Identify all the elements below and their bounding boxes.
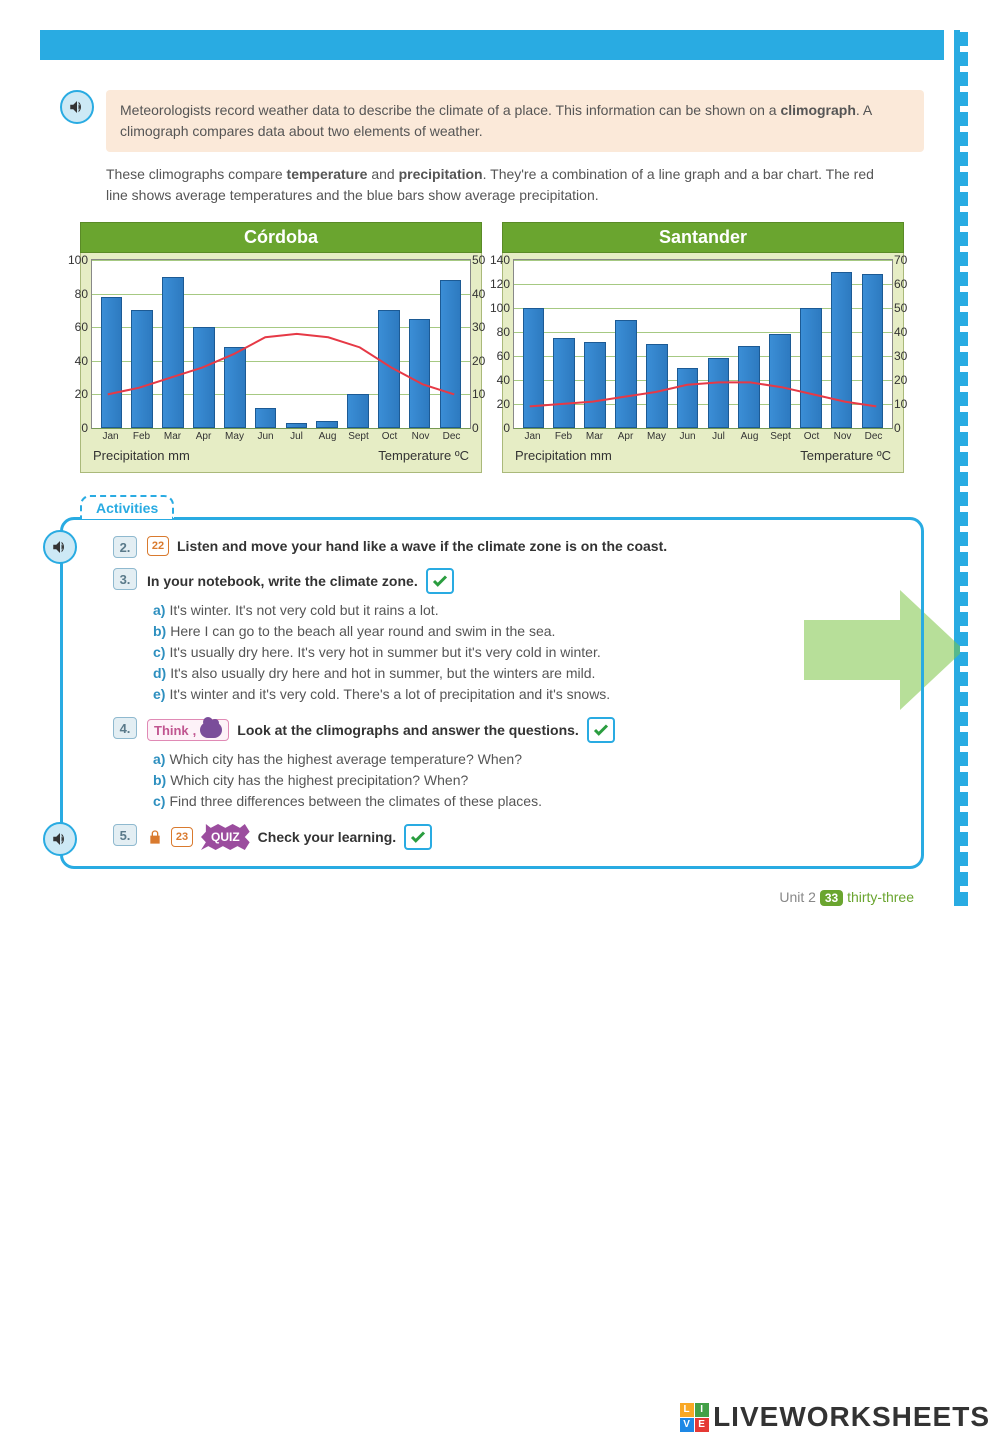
q3-c: c)It's usually dry here. It's very hot i… [153,644,901,660]
check-icon [409,828,427,846]
activity-2: 2. 22 Listen and move your hand like a w… [113,536,901,558]
footer-page: 33 [820,890,843,906]
xlabels-cordoba: JanFebMarAprMayJunJulAugSeptOctNovDec [91,429,471,442]
intro-box: Meteorologists record weather data to de… [106,90,924,152]
activity-4: 4. Think , Look at the climographs and a… [113,717,901,814]
q4-a-text: Which city has the highest average tempe… [169,751,522,767]
q5-heading: 23 QUIZ Check your learning. [147,824,901,850]
plot-santander: 020406080100120140010203040506070 [513,259,893,429]
watermark-logo-icon: LI VE [680,1403,709,1432]
p2-b1: temperature [287,166,368,182]
activity-5: 5. 23 QUIZ Check your learning. [113,824,901,850]
activity-3: 3. In your notebook, write the climate z… [113,568,901,707]
speaker-icon [68,98,86,116]
audio-button-q5[interactable] [43,822,77,856]
q4-a: a)Which city has the highest average tem… [153,751,901,767]
watermark: LI VE LIVEWORKSHEETS [680,1401,990,1433]
temp-label: Temperature ºC [378,448,469,463]
q3-a-text: It's winter. It's not very cold but it r… [169,602,438,618]
quiz-badge: QUIZ [201,824,250,850]
intro-row: Meteorologists record weather data to de… [60,90,924,152]
num-badge-2: 2. [113,536,137,558]
track-icon: 23 [171,827,193,847]
track-num: 23 [176,831,188,843]
precip-label: Precipitation mm [93,448,190,463]
num-badge-5: 5. [113,824,137,846]
temp-label: Temperature ºC [800,448,891,463]
q3-content: In your notebook, write the climate zone… [147,568,901,707]
q4-c: c)Find three differences between the cli… [153,793,901,809]
q3-heading: In your notebook, write the climate zone… [147,568,901,594]
q4-heading: Think , Look at the climographs and answ… [147,717,901,743]
think-text: Think [154,723,189,738]
q4-b-text: Which city has the highest precipitation… [170,772,468,788]
check-button-q4[interactable] [587,717,615,743]
speaker-icon [51,538,69,556]
q5-text: Check your learning. [258,829,396,845]
q3-e: e)It's winter and it's very cold. There'… [153,686,901,702]
chart-santander: Santander 020406080100120140010203040506… [502,222,904,473]
footer-word: thirty-three [847,889,914,905]
p2-t2: and [367,166,398,182]
q3-b-text: Here I can go to the beach all year roun… [170,623,555,639]
speaker-icon [51,830,69,848]
charts-row: Córdoba 02040608010001020304050 JanFebMa… [80,222,904,473]
track-icon: 22 [147,536,169,556]
chart-title-santander: Santander [502,222,904,253]
paragraph-2: These climographs compare temperature an… [106,164,884,206]
q3-c-text: It's usually dry here. It's very hot in … [169,644,600,660]
p2-t1: These climographs compare [106,166,287,182]
top-bar [40,30,944,60]
q3-d: d)It's also usually dry here and hot in … [153,665,901,681]
num-badge-4: 4. [113,717,137,739]
axis-row-santander: Precipitation mm Temperature ºC [513,442,893,463]
q4-list: a)Which city has the highest average tem… [153,751,901,809]
page-content: Meteorologists record weather data to de… [40,30,960,906]
p2-b2: precipitation [399,166,483,182]
q4-c-text: Find three differences between the clima… [169,793,542,809]
chart-title-cordoba: Córdoba [80,222,482,253]
cloud-icon [200,722,222,738]
track-num: 22 [152,540,164,552]
q4-content: Think , Look at the climographs and answ… [147,717,901,814]
chart-body-cordoba: 02040608010001020304050 JanFebMarAprMayJ… [80,253,482,473]
q3-a: a)It's winter. It's not very cold but it… [153,602,901,618]
check-icon [431,572,449,590]
watermark-text: LIVEWORKSHEETS [713,1401,990,1433]
audio-button-intro[interactable] [60,90,94,124]
check-button-q5[interactable] [404,824,432,850]
audio-button-q2[interactable] [43,530,77,564]
num-badge-3: 3. [113,568,137,590]
page-footer: Unit 2 33 thirty-three [40,869,944,906]
q4-b: b)Which city has the highest precipitati… [153,772,901,788]
plot-cordoba: 02040608010001020304050 [91,259,471,429]
q3-list: a)It's winter. It's not very cold but it… [153,602,901,702]
think-badge: Think , [147,719,229,741]
check-button-q3[interactable] [426,568,454,594]
q2-heading: 22 Listen and move your hand like a wave… [147,536,901,556]
activities-box: 2. 22 Listen and move your hand like a w… [60,517,924,869]
intro-text-1: Meteorologists record weather data to de… [120,102,780,118]
precip-label: Precipitation mm [515,448,612,463]
lock-icon [147,829,163,845]
footer-unit: Unit 2 [779,889,816,905]
q3-b: b)Here I can go to the beach all year ro… [153,623,901,639]
intro-bold: climograph [780,102,855,118]
xlabels-santander: JanFebMarAprMayJunJulAugSeptOctNovDec [513,429,893,442]
axis-row-cordoba: Precipitation mm Temperature ºC [91,442,471,463]
q4-heading-text: Look at the climographs and answer the q… [237,722,579,738]
chart-body-santander: 020406080100120140010203040506070 JanFeb… [502,253,904,473]
check-icon [592,721,610,739]
activities-label: Activities [80,495,174,519]
chart-cordoba: Córdoba 02040608010001020304050 JanFebMa… [80,222,482,473]
q3-d-text: It's also usually dry here and hot in su… [170,665,595,681]
q3-heading-text: In your notebook, write the climate zone… [147,573,418,589]
q2-text: Listen and move your hand like a wave if… [177,538,667,554]
q3-e-text: It's winter and it's very cold. There's … [169,686,610,702]
